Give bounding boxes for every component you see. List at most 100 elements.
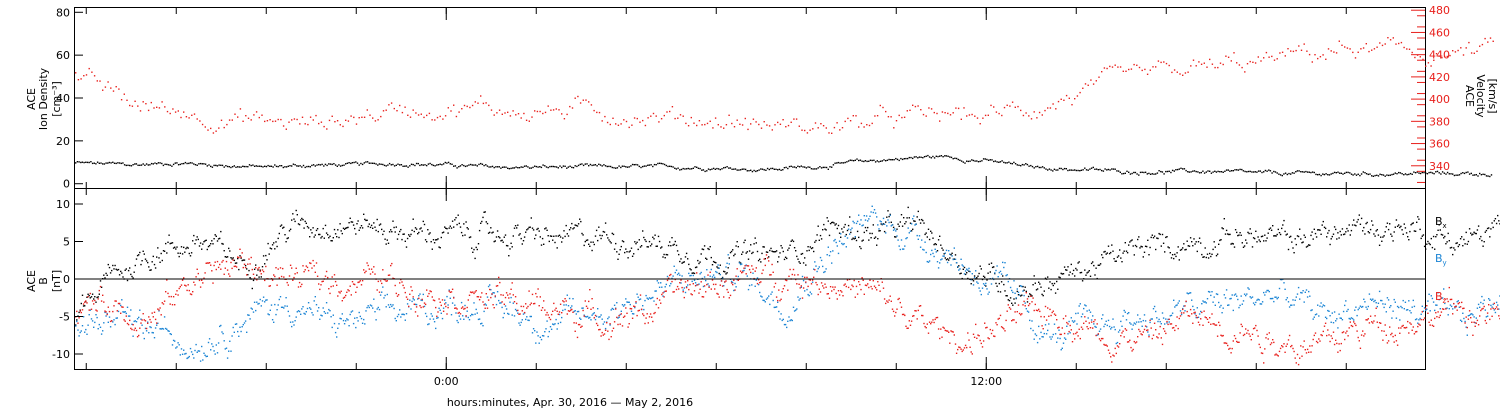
data-point <box>507 294 509 296</box>
data-point <box>1441 57 1443 59</box>
data-point <box>469 236 472 238</box>
data-point <box>147 321 149 323</box>
data-point <box>207 262 210 264</box>
data-point <box>642 119 644 122</box>
data-point <box>1392 37 1394 39</box>
data-point <box>819 166 821 168</box>
data-point <box>267 164 269 167</box>
data-point <box>1314 54 1316 56</box>
data-point <box>556 328 558 330</box>
data-point <box>453 165 455 167</box>
data-point <box>525 303 527 305</box>
data-point <box>1284 172 1287 174</box>
data-point <box>1322 304 1324 306</box>
data-point <box>1052 284 1054 287</box>
data-point <box>320 237 322 239</box>
data-point <box>297 310 300 312</box>
data-point <box>296 272 298 274</box>
data-point <box>608 316 610 318</box>
data-point <box>1278 287 1281 290</box>
data-point <box>599 328 601 331</box>
data-point <box>976 160 978 162</box>
data-point <box>303 271 305 273</box>
data-point <box>373 298 375 300</box>
data-point <box>1323 305 1326 307</box>
data-point <box>403 287 405 289</box>
data-point <box>664 257 666 259</box>
data-point <box>1096 334 1098 336</box>
data-point <box>1063 99 1065 101</box>
data-point <box>968 267 970 270</box>
data-point <box>1106 169 1108 171</box>
data-point <box>1412 222 1414 224</box>
data-point <box>648 164 651 166</box>
data-point <box>801 129 803 131</box>
data-point <box>338 323 340 325</box>
data-point <box>1333 311 1336 313</box>
data-point <box>1040 315 1042 318</box>
data-point <box>326 164 328 167</box>
data-point <box>1176 168 1179 171</box>
data-point <box>221 331 223 333</box>
data-point <box>147 261 149 264</box>
data-point <box>864 160 867 162</box>
data-point <box>1246 63 1249 65</box>
data-point <box>527 228 529 230</box>
data-point <box>1250 297 1252 299</box>
data-point <box>606 165 608 168</box>
data-point <box>547 166 549 169</box>
data-point <box>593 312 595 314</box>
data-point <box>1122 172 1125 175</box>
data-point <box>1074 275 1076 277</box>
data-point <box>976 117 979 119</box>
data-point <box>233 331 235 333</box>
data-point <box>139 251 141 254</box>
data-point <box>309 166 311 168</box>
data-point <box>1070 263 1072 266</box>
data-point <box>1204 301 1206 303</box>
data-point <box>693 122 695 124</box>
data-point <box>1450 246 1453 249</box>
data-point <box>1238 234 1240 236</box>
data-point <box>419 305 421 307</box>
data-point <box>193 281 195 283</box>
data-point <box>287 237 289 239</box>
data-point <box>763 246 765 248</box>
data-point <box>91 293 94 295</box>
data-point <box>573 227 575 229</box>
data-point <box>1187 245 1189 247</box>
data-point <box>553 323 555 326</box>
data-point <box>87 296 89 298</box>
data-point <box>548 240 550 243</box>
data-point <box>1298 45 1300 47</box>
data-point <box>154 318 157 321</box>
data-point <box>1090 167 1093 169</box>
data-point <box>511 246 513 248</box>
data-point <box>995 282 997 285</box>
data-point <box>1111 66 1114 68</box>
data-point <box>845 233 847 236</box>
data-point <box>720 280 723 282</box>
data-point <box>1248 232 1250 235</box>
data-point <box>313 265 315 267</box>
data-point <box>934 248 936 250</box>
data-point <box>1068 320 1070 323</box>
data-point <box>773 168 775 170</box>
data-point <box>262 270 265 273</box>
data-point <box>1295 296 1297 298</box>
data-point <box>345 163 347 165</box>
data-point <box>1182 308 1184 311</box>
data-point <box>206 165 208 167</box>
data-point <box>1119 343 1121 345</box>
data-point <box>280 275 283 278</box>
data-point <box>1086 272 1088 274</box>
data-point <box>141 260 143 262</box>
data-point <box>1403 174 1405 176</box>
data-point <box>384 238 386 240</box>
data-point <box>932 155 934 158</box>
data-point <box>1352 51 1354 54</box>
data-point <box>778 310 780 313</box>
data-point <box>618 165 620 167</box>
data-point <box>999 291 1002 293</box>
data-point <box>1170 323 1173 325</box>
